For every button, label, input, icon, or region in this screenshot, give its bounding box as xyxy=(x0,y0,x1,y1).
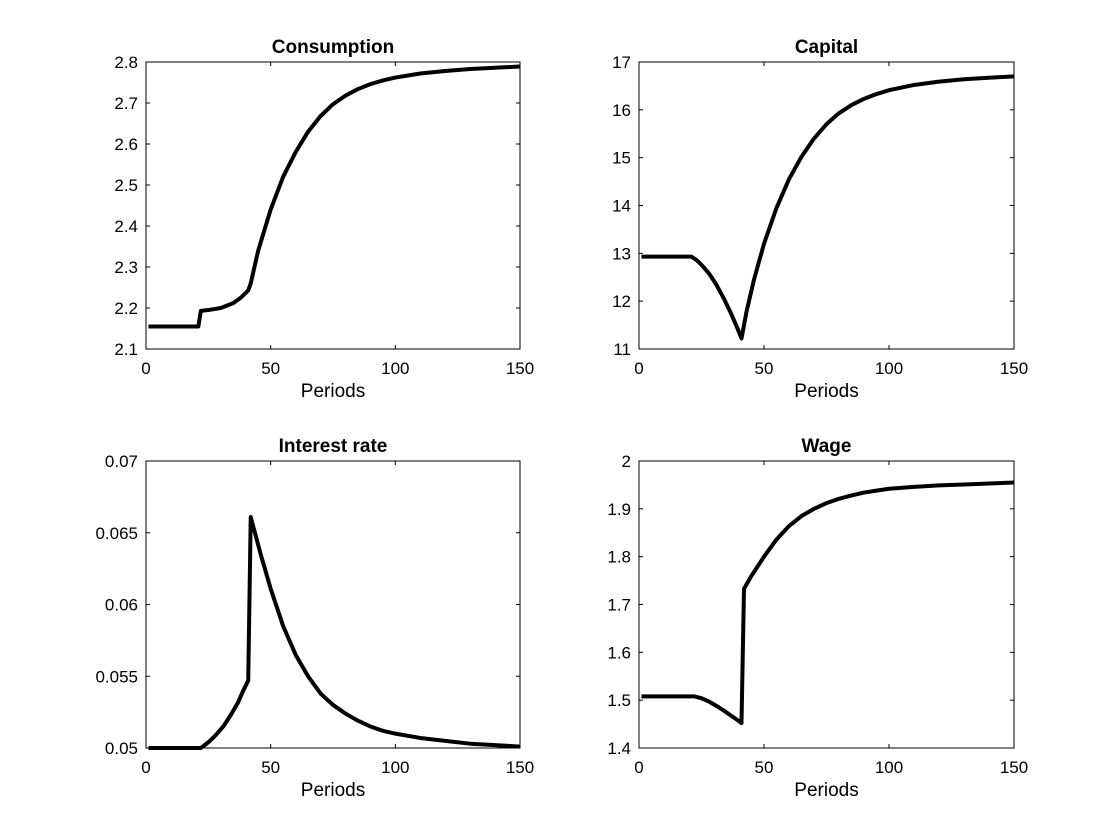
capital-axes-box xyxy=(638,61,1015,350)
capital-ytick-label: 12 xyxy=(612,292,631,311)
interest-rate-axes-box xyxy=(145,460,521,749)
interest-rate-ytick-label: 0.06 xyxy=(105,596,138,615)
subplot-capital: 0 50 100 150 11 12 13 14 15 16 17 Capital Periods xyxy=(612,37,1028,402)
subplot-interest-rate: 0 50 100 150 0.05 0.055 0.06 0.065 0.07 Interest … xyxy=(95,436,534,801)
consumption-ytick-label: 2.4 xyxy=(114,217,138,236)
consumption-title: Consumption xyxy=(272,37,394,58)
capital-xtick-label: 100 xyxy=(875,359,903,378)
wage-ytick-label: 1.7 xyxy=(607,596,631,615)
consumption-ytick-label: 2.6 xyxy=(114,135,138,154)
capital-ytick-label: 16 xyxy=(612,101,631,120)
capital-ytick-label: 17 xyxy=(612,53,631,72)
consumption-xtick-label: 0 xyxy=(141,359,150,378)
wage-ytick-label: 1.6 xyxy=(607,643,631,662)
wage-xtick-label: 100 xyxy=(875,758,903,777)
subplot-wage: 0 50 100 150 1.4 1.5 1.6 1.7 1.8 1.9 2 Wage Periods xyxy=(607,436,1028,801)
consumption-xlabel: Periods xyxy=(301,381,365,402)
wage-title: Wage xyxy=(802,436,852,457)
wage-xtick-label: 50 xyxy=(755,758,774,777)
consumption-ytick-label: 2.5 xyxy=(114,176,138,195)
wage-ytick-label: 2 xyxy=(622,452,631,471)
interest-rate-xlabel: Periods xyxy=(301,780,365,801)
capital-ytick-label: 11 xyxy=(613,340,631,359)
consumption-axes-box xyxy=(145,61,521,350)
capital-xtick-label: 50 xyxy=(755,359,774,378)
wage-ytick-label: 1.8 xyxy=(607,548,631,567)
consumption-ytick-label: 2.8 xyxy=(114,53,138,72)
consumption-xtick-label: 150 xyxy=(506,359,534,378)
consumption-ytick-label: 2.7 xyxy=(114,94,138,113)
interest-rate-ytick-label: 0.055 xyxy=(95,667,138,686)
capital-xtick-label: 150 xyxy=(1000,359,1028,378)
capital-xlabel: Periods xyxy=(794,381,858,402)
wage-ytick-label: 1.4 xyxy=(607,739,631,758)
wage-xlabel: Periods xyxy=(794,780,858,801)
subplot-consumption: 0 50 100 150 2.1 2.2 2.3 2.4 2.5 2.6 2.7 2.8 Consump… xyxy=(114,37,534,402)
capital-ytick-label: 14 xyxy=(612,197,631,216)
wage-ytick-label: 1.9 xyxy=(607,500,631,519)
capital-xtick-label: 0 xyxy=(634,359,643,378)
wage-xtick-label: 150 xyxy=(1000,758,1028,777)
consumption-series-line xyxy=(148,64,521,329)
interest-rate-ytick-label: 0.07 xyxy=(105,452,138,471)
wage-series-line xyxy=(641,480,1015,726)
interest-rate-title: Interest rate xyxy=(279,436,388,457)
wage-ytick-label: 1.5 xyxy=(607,691,631,710)
wage-xtick-label: 0 xyxy=(634,758,643,777)
consumption-ytick-label: 2.3 xyxy=(114,258,138,277)
interest-rate-series-line xyxy=(148,514,521,750)
capital-series-line xyxy=(641,74,1015,341)
capital-ytick-label: 15 xyxy=(612,149,631,168)
interest-rate-xtick-label: 100 xyxy=(381,758,409,777)
interest-rate-xtick-label: 50 xyxy=(261,758,280,777)
consumption-ytick-label: 2.2 xyxy=(114,299,138,318)
capital-ytick-label: 13 xyxy=(612,244,631,263)
interest-rate-ytick-label: 0.065 xyxy=(95,524,138,543)
consumption-xtick-label: 50 xyxy=(261,359,280,378)
interest-rate-ytick-label: 0.05 xyxy=(105,739,138,758)
consumption-ytick-label: 2.1 xyxy=(114,340,138,359)
capital-title: Capital xyxy=(795,37,858,58)
interest-rate-xtick-label: 150 xyxy=(506,758,534,777)
interest-rate-xtick-label: 0 xyxy=(141,758,150,777)
consumption-xtick-label: 100 xyxy=(381,359,409,378)
